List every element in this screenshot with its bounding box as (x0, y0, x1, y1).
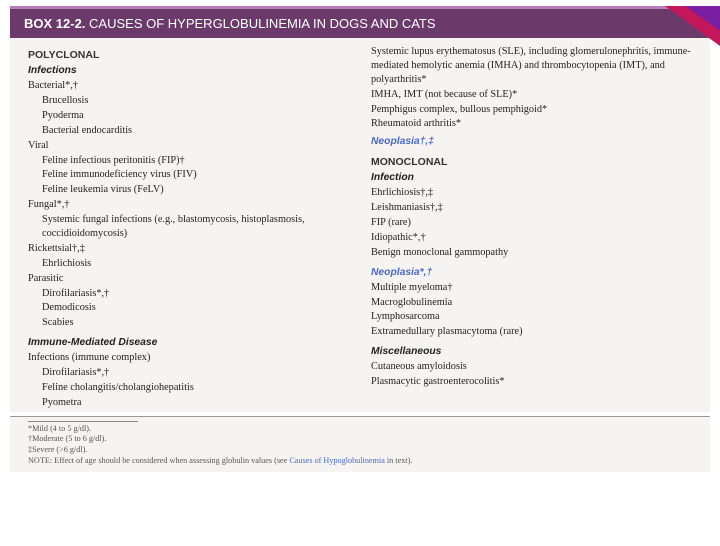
rickettsial-label: Rickettsial†,‡ (28, 242, 349, 256)
footnote-note: NOTE: Effect of age should be considered… (28, 456, 692, 467)
list-item: Feline cholangitis/cholangiohepatitis (42, 381, 349, 395)
list-item: Dirofilariasis*,† (42, 366, 349, 380)
list-item: Multiple myeloma† (371, 281, 692, 295)
parasitic-label: Parasitic (28, 272, 349, 286)
list-item: FIP (rare) (371, 216, 692, 230)
viral-label: Viral (28, 139, 349, 153)
list-item: Extramedullary plasmacytoma (rare) (371, 325, 692, 339)
footnote-link: Causes of Hypoglobulinemia (289, 456, 385, 465)
infections-head: Infections (28, 64, 349, 78)
list-item: IMHA, IMT (not because of SLE)* (371, 88, 692, 102)
content-columns: POLYCLONAL Infections Bacterial*,† Bruce… (10, 38, 710, 412)
list-item: Pemphigus complex, bullous pemphigoid* (371, 103, 692, 117)
list-item: Feline leukemia virus (FeLV) (42, 183, 349, 197)
immune-sub: Infections (immune complex) (28, 351, 349, 365)
neoplasia2-head: Neoplasia*,† (371, 266, 692, 280)
list-item: Lymphosarcoma (371, 310, 692, 324)
footnote-text: NOTE: Effect of age should be considered… (28, 456, 289, 465)
polyclonal-head: POLYCLONAL (28, 48, 349, 62)
list-item: Ehrlichiosis (42, 257, 349, 271)
list-item: Cutaneous amyloidosis (371, 360, 692, 374)
list-item: Idiopathic*,† (371, 231, 692, 245)
fungal-label: Fungal*,† (28, 198, 349, 212)
misc-head: Miscellaneous (371, 345, 692, 359)
infection-head: Infection (371, 171, 692, 185)
neoplasia-head: Neoplasia†,‡ (371, 135, 692, 149)
box-title: CAUSES OF HYPERGLOBULINEMIA IN DOGS AND … (89, 16, 436, 31)
right-column: Systemic lupus erythematosus (SLE), incl… (371, 44, 692, 410)
list-item: Systemic lupus erythematosus (SLE), incl… (371, 45, 692, 87)
list-item: Leishmaniasis†,‡ (371, 201, 692, 215)
list-item: Macroglobulinemia (371, 296, 692, 310)
footnote-text: in text). (385, 456, 413, 465)
bacterial-label: Bacterial*,† (28, 79, 349, 93)
left-column: POLYCLONAL Infections Bacterial*,† Bruce… (28, 44, 349, 410)
list-item: Feline immunodeficiency virus (FIV) (42, 168, 349, 182)
list-item: Benign monoclonal gammopathy (371, 246, 692, 260)
list-item: Demodicosis (42, 301, 349, 315)
footnotes: *Mild (4 to 5 g/dl). †Moderate (5 to 6 g… (10, 416, 710, 473)
box-label: BOX 12-2. (24, 16, 85, 31)
box-header: BOX 12-2. CAUSES OF HYPERGLOBULINEMIA IN… (10, 6, 710, 38)
list-item: Ehrlichiosis†,‡ (371, 186, 692, 200)
list-item: Pyoderma (42, 109, 349, 123)
list-item: Brucellosis (42, 94, 349, 108)
footnote-line: †Moderate (5 to 6 g/dl). (28, 434, 692, 445)
list-item: Bacterial endocarditis (42, 124, 349, 138)
list-item: Rheumatoid arthritis* (371, 117, 692, 131)
list-item: Plasmacytic gastroenterocolitis* (371, 375, 692, 389)
footnote-line: ‡Severe (>6 g/dl). (28, 445, 692, 456)
list-item: Dirofilariasis*,† (42, 287, 349, 301)
list-item: Pyometra (42, 396, 349, 410)
corner-accent (665, 6, 720, 46)
monoclonal-head: MONOCLONAL (371, 155, 692, 169)
list-item: Systemic fungal infections (e.g., blasto… (42, 213, 349, 241)
footnote-line: *Mild (4 to 5 g/dl). (28, 424, 692, 435)
footnote-divider (28, 421, 138, 422)
immune-head: Immune-Mediated Disease (28, 336, 349, 350)
list-item: Feline infectious peritonitis (FIP)† (42, 154, 349, 168)
list-item: Scabies (42, 316, 349, 330)
